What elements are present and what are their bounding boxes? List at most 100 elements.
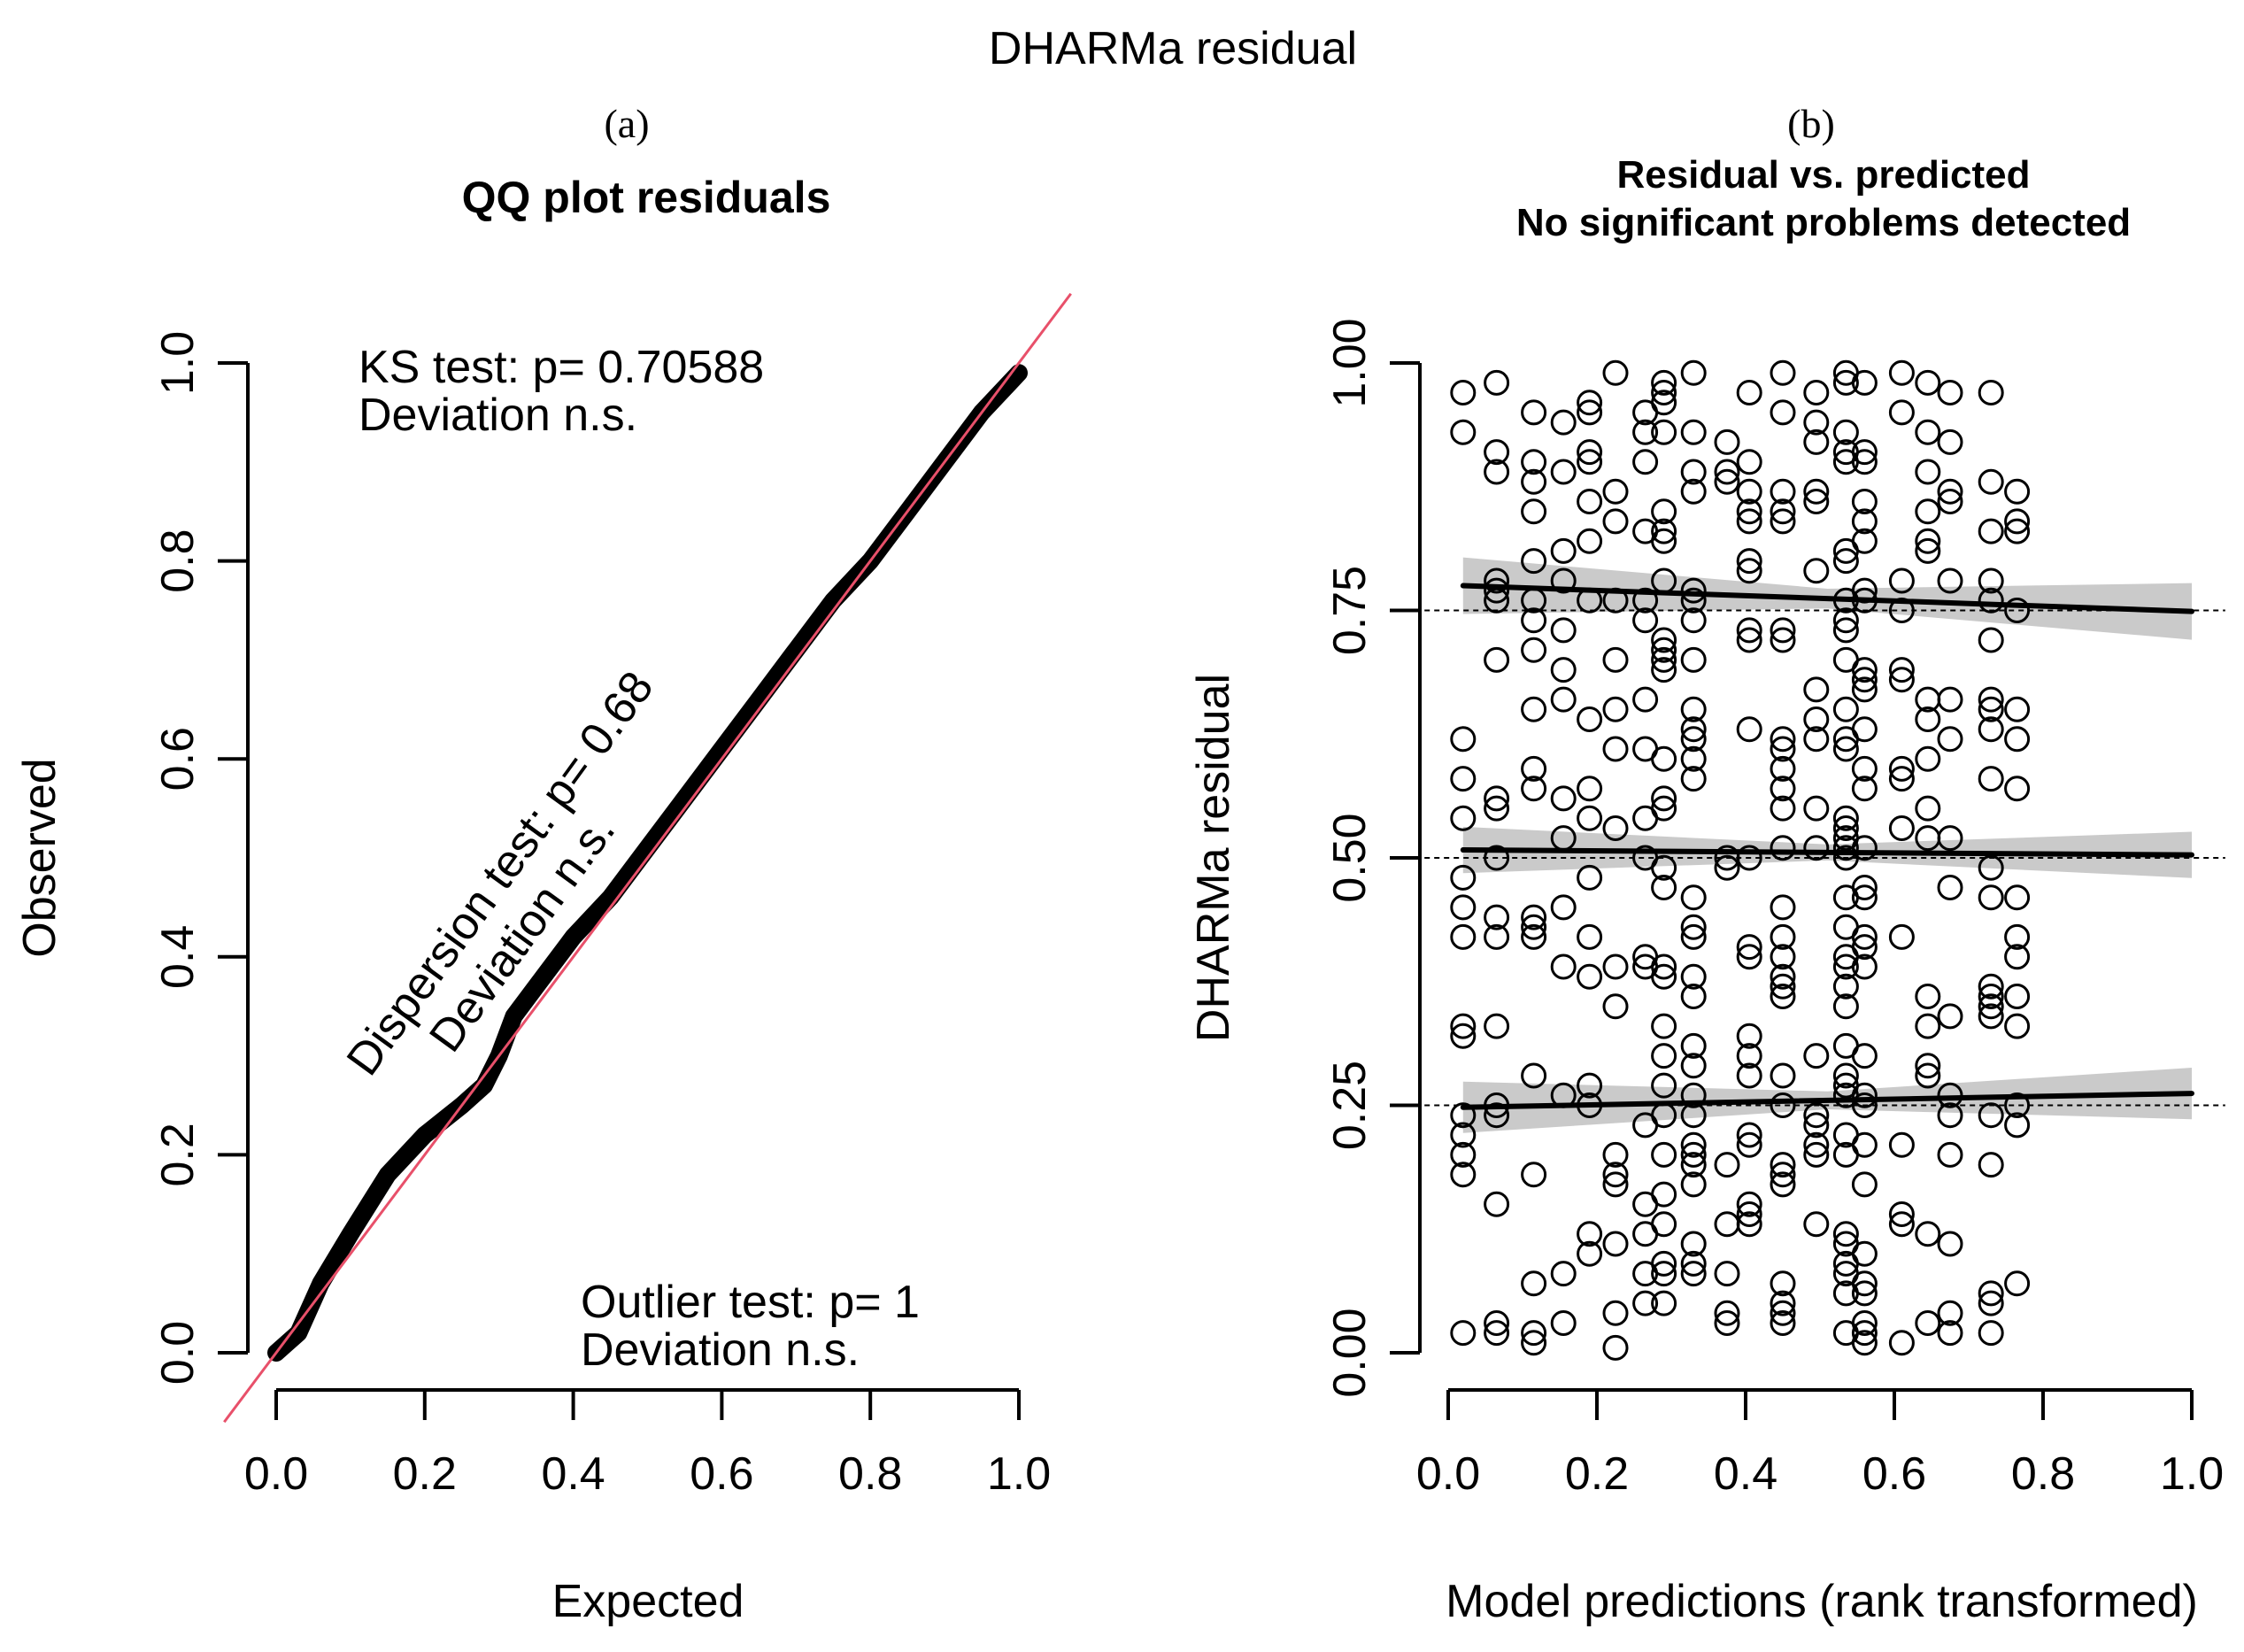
residual-point — [1978, 973, 2004, 1000]
qq-xtick-label: 0.6 — [690, 1448, 753, 1500]
residual-point — [1832, 993, 1859, 1020]
residual-point — [1937, 1231, 1963, 1257]
residual-point — [1770, 1062, 1796, 1089]
residual-point — [1714, 459, 1740, 485]
residual-point — [1550, 785, 1577, 812]
residual-point — [1736, 1043, 1762, 1069]
residual-point — [1602, 508, 1629, 535]
residual-point — [1888, 567, 1915, 594]
residual-point — [1803, 1131, 1830, 1158]
residual-point — [1803, 835, 1830, 861]
residual-point — [1770, 627, 1796, 653]
residual-point — [1770, 736, 1796, 762]
qq-ytick-label: 0.8 — [152, 529, 204, 592]
residual-point — [1851, 1171, 1878, 1198]
residual-xtick-label: 0.0 — [1416, 1448, 1480, 1500]
qq-ytick-label: 0.4 — [152, 925, 204, 989]
residual-point — [1651, 745, 1677, 772]
residual-point — [1450, 1023, 1477, 1049]
residual-point — [1915, 795, 1941, 822]
dispersion-test-text: Dispersion test: p= 0.68 — [337, 662, 664, 1085]
residual-point — [1888, 766, 1915, 792]
qq-xtick-label: 0.4 — [541, 1448, 605, 1500]
residual-point — [1521, 548, 1547, 575]
residual-point — [1978, 380, 2004, 405]
residual-point — [1770, 617, 1796, 644]
residual-point — [1521, 755, 1547, 782]
residual-point — [1770, 1152, 1796, 1178]
residual-point — [1978, 854, 2004, 881]
residual-point — [1851, 755, 1878, 782]
residual-point — [1550, 894, 1577, 921]
residual-point — [2004, 1013, 2031, 1039]
residual-xtick-label: 0.8 — [2011, 1448, 2075, 1500]
residual-point — [1577, 1221, 1603, 1247]
residual-point — [1714, 468, 1740, 495]
residual-point — [1770, 359, 1796, 386]
residual-point — [1937, 875, 1963, 900]
residual-point — [1484, 845, 1510, 871]
residual-point — [1736, 1131, 1762, 1158]
residual-point — [1714, 428, 1740, 455]
quantile-fit-q0.75 — [1460, 583, 2194, 614]
residual-point — [1521, 1320, 1547, 1347]
residual-point — [1736, 716, 1762, 743]
residual-point — [1714, 854, 1740, 881]
residual-point — [1832, 696, 1859, 722]
residual-point — [1915, 1310, 1941, 1336]
residual-point — [1680, 359, 1707, 386]
residual-point — [1577, 1072, 1603, 1099]
residual-point — [1770, 478, 1796, 505]
residual-point — [1978, 567, 2004, 594]
qq-x-axis-label: Expected — [552, 1576, 744, 1627]
residual-point — [1680, 1250, 1707, 1277]
residual-point — [1803, 795, 1830, 822]
residual-point — [1888, 1330, 1915, 1356]
residual-point — [1602, 646, 1629, 673]
residual-point — [1632, 449, 1659, 475]
residual-point — [1651, 1261, 1677, 1287]
qq-ytick-label: 0.6 — [152, 727, 204, 791]
residual-point — [1888, 923, 1915, 950]
residual-point — [1770, 984, 1796, 1009]
residual-ytick-label: 0.00 — [1324, 1308, 1376, 1397]
residual-point — [1851, 439, 1878, 466]
residual-point — [1521, 449, 1547, 475]
qq-plot-title: QQ plot residuals — [462, 173, 831, 222]
residual-point — [1978, 627, 2004, 653]
residual-point — [1450, 1013, 1477, 1039]
residual-point — [1577, 449, 1603, 475]
residual-point — [1978, 696, 2004, 722]
dispersion-annotation: Dispersion test: p= 0.68 Deviation n.s. — [337, 662, 664, 1085]
residual-point — [1484, 1013, 1510, 1039]
residual-point — [1680, 914, 1707, 940]
residual-point — [1550, 953, 1577, 980]
residual-point — [1803, 726, 1830, 753]
residual-ytick-label: 0.75 — [1324, 566, 1376, 655]
residual-point — [1714, 1211, 1740, 1238]
residual-point — [1851, 875, 1878, 900]
residual-point — [1602, 1334, 1629, 1361]
residual-y-axis: 0.00 0.25 0.50 0.75 1.00 — [1324, 318, 1422, 1398]
residual-point — [1937, 489, 1963, 514]
residual-point — [1832, 953, 1859, 980]
residual-points — [1450, 359, 2031, 1361]
residual-point — [1651, 637, 1677, 663]
residual-point — [1680, 696, 1707, 722]
residual-point — [1832, 815, 1859, 841]
residual-point — [1803, 478, 1830, 505]
residual-point — [1770, 498, 1796, 525]
residual-point — [1651, 419, 1677, 445]
residual-point — [1915, 369, 1941, 396]
residual-point — [1602, 359, 1629, 386]
residual-point — [1550, 1310, 1577, 1336]
residual-point — [1770, 1092, 1796, 1118]
residual-point — [1851, 835, 1878, 861]
residual-point — [1978, 884, 2004, 911]
residual-point — [1602, 815, 1629, 841]
residual-point — [1651, 646, 1677, 673]
residual-point — [1484, 795, 1510, 822]
residual-point — [1915, 1053, 1941, 1079]
residual-point — [1736, 498, 1762, 525]
